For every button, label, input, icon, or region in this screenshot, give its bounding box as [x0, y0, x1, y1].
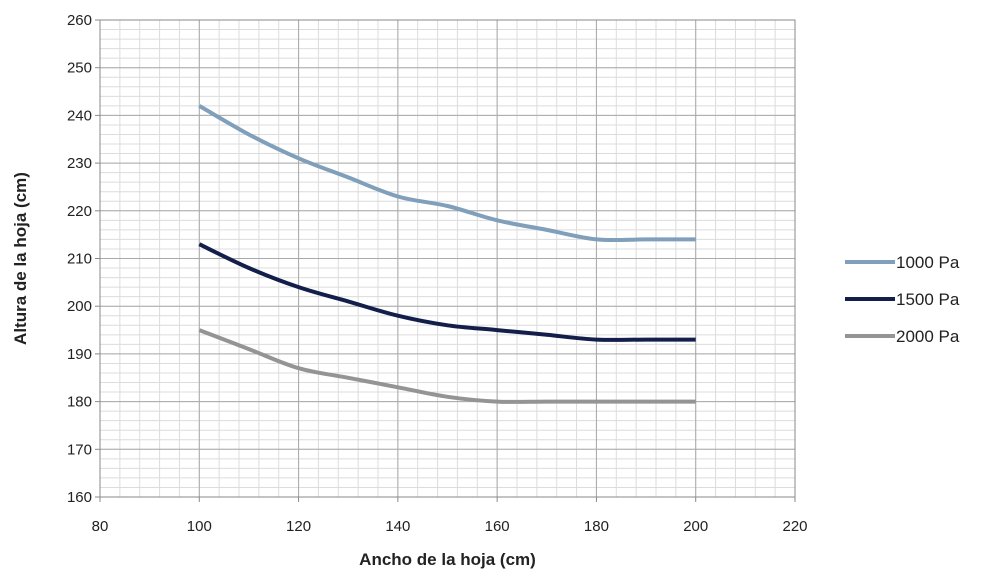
x-axis-tick-labels: 80 100 120 140 160 180 200 220	[92, 497, 808, 535]
series-lines	[198, 104, 696, 404]
series-line-1	[198, 104, 696, 243]
y-tick-label: 170	[67, 441, 92, 458]
y-tick-label: 190	[67, 346, 92, 363]
series-line-3	[198, 328, 696, 404]
legend-label-3: 2000 Pa	[896, 327, 960, 346]
x-tick-label: 140	[385, 518, 410, 535]
y-tick-label: 210	[67, 251, 92, 268]
y-tick-label: 260	[67, 12, 92, 29]
x-tick-label: 120	[286, 518, 311, 535]
y-tick-label: 160	[67, 489, 92, 506]
x-axis-title: Ancho de la hoja (cm)	[359, 550, 536, 569]
y-axis-tick-labels: 160 170 180 190 200 210 220 230 240 250 260	[67, 12, 100, 506]
y-tick-label: 180	[67, 394, 92, 411]
y-tick-label: 240	[67, 107, 92, 124]
series-line-2	[198, 242, 696, 342]
x-tick-label: 160	[485, 518, 510, 535]
legend-label-2: 1500 Pa	[896, 290, 960, 309]
y-tick-label: 200	[67, 298, 92, 315]
y-axis-title: Altura de la hoja (cm)	[11, 172, 30, 345]
x-tick-label: 200	[683, 518, 708, 535]
y-tick-label: 250	[67, 60, 92, 77]
legend: 1000 Pa 1500 Pa 2000 Pa	[845, 253, 960, 346]
y-tick-label: 220	[67, 203, 92, 220]
legend-label-1: 1000 Pa	[896, 253, 960, 272]
x-tick-label: 220	[782, 518, 807, 535]
major-grid	[99, 19, 796, 498]
y-tick-label: 230	[67, 155, 92, 172]
x-tick-label: 180	[584, 518, 609, 535]
x-tick-label: 100	[187, 518, 212, 535]
x-tick-label: 80	[92, 518, 109, 535]
